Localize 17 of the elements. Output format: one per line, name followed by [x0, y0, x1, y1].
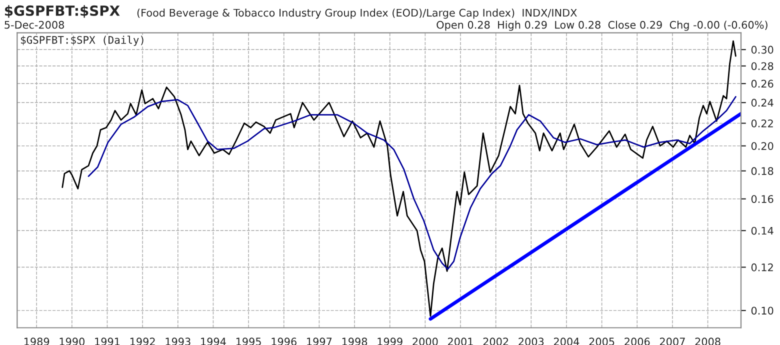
- text: 5-Dec-2008: [4, 20, 64, 29]
- y-tick-label: 0.20: [751, 142, 774, 150]
- y-tick-label: 0.18: [751, 167, 774, 176]
- chart-title: $GSPFBT:$SPX: [4, 5, 120, 18]
- y-tick-label: 0.10: [751, 306, 774, 315]
- y-tick-label: 0.26: [751, 80, 774, 88]
- y-tick-label: 0.12: [751, 263, 773, 272]
- y-tick-label: 0.30: [751, 46, 774, 54]
- y-tick-label: 0.28: [751, 62, 774, 70]
- chart-subtitle: (Food Beverage & Tobacco Industry Group Index (EOD)/Large Cap Index) INDX/INDX: [137, 8, 577, 19]
- y-tick-label: 0.16: [751, 195, 774, 203]
- line-series: [88, 96, 736, 270]
- y-tick-label: 0.14: [751, 226, 774, 235]
- text: Open 0.28 High 0.29 Low 0.28 Close 0.29 Chg -0.00 (-0.60%): [436, 20, 768, 31]
- annotation: $GSPFBT:$SPX (Daily): [21, 36, 144, 46]
- y-tick-label: 0.22: [751, 119, 773, 128]
- y-tick-label: 0.24: [751, 98, 774, 107]
